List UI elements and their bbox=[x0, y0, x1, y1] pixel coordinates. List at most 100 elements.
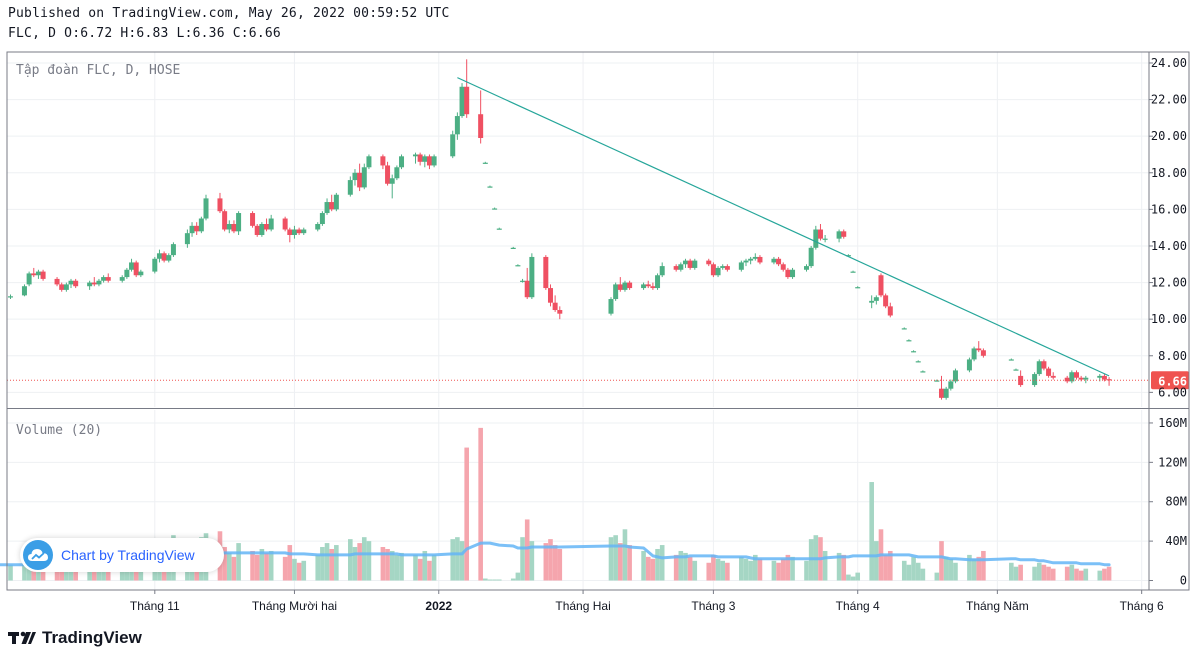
candle-body bbox=[715, 267, 721, 276]
volume-bar bbox=[357, 543, 362, 581]
candle-body bbox=[426, 156, 432, 166]
volume-bar bbox=[920, 568, 926, 581]
volume-bar bbox=[548, 539, 553, 581]
chart-by-tradingview-badge[interactable]: Chart by TradingView bbox=[20, 538, 224, 572]
candle-body bbox=[934, 380, 940, 382]
volume-bar bbox=[618, 543, 623, 581]
candle-body bbox=[26, 273, 32, 285]
volume-bar bbox=[287, 545, 293, 581]
volume-bar bbox=[645, 556, 651, 581]
candle-body bbox=[1013, 369, 1019, 371]
volume-bar bbox=[748, 560, 753, 581]
candle-body bbox=[673, 266, 679, 270]
candle-body bbox=[845, 255, 851, 257]
volume-bar bbox=[687, 556, 693, 581]
volume-bar bbox=[524, 519, 530, 581]
candle-body bbox=[617, 284, 623, 290]
volume-bar bbox=[948, 558, 954, 581]
tradingview-footer[interactable]: TradingView bbox=[8, 628, 142, 648]
candle-body bbox=[21, 286, 27, 296]
volume-bar bbox=[348, 539, 353, 581]
time-axis-label: Tháng 11 bbox=[130, 599, 180, 613]
candle-body bbox=[54, 278, 60, 285]
price-tick-label: 14.00 bbox=[1151, 239, 1187, 253]
candle-body bbox=[361, 167, 367, 188]
volume-bar bbox=[222, 547, 227, 581]
candle-body bbox=[883, 295, 889, 307]
candle-body bbox=[1097, 375, 1103, 378]
volume-bar bbox=[1106, 566, 1112, 581]
volume-bar bbox=[427, 560, 432, 581]
candle-body bbox=[524, 280, 530, 298]
candle-body bbox=[333, 194, 339, 210]
candle-body bbox=[40, 271, 46, 279]
volume-bar bbox=[380, 547, 386, 581]
volume-bar bbox=[780, 558, 786, 581]
volume-tick-label: 0 bbox=[1180, 574, 1187, 588]
volume-bar bbox=[510, 578, 516, 581]
candle-body bbox=[319, 213, 325, 225]
candle-body bbox=[720, 266, 726, 268]
candle-body bbox=[198, 218, 204, 232]
volume-bar bbox=[743, 558, 749, 581]
candle-body bbox=[1073, 372, 1079, 378]
candle-body bbox=[906, 340, 912, 342]
volume-bar bbox=[846, 574, 851, 581]
time-axis-label: Tháng 4 bbox=[836, 599, 880, 613]
candle-body bbox=[324, 202, 330, 214]
volume-tick-label: 120M bbox=[1158, 455, 1187, 469]
volume-bar bbox=[455, 537, 460, 581]
candle-body bbox=[31, 273, 37, 276]
candle-body bbox=[105, 277, 111, 281]
volume-bar bbox=[715, 558, 721, 581]
time-axis-label: Tháng Năm bbox=[966, 599, 1029, 613]
price-tick-label: 12.00 bbox=[1151, 276, 1187, 290]
candle-body bbox=[287, 229, 293, 235]
volume-bar bbox=[394, 554, 400, 581]
candle-body bbox=[785, 269, 791, 278]
volume-bar bbox=[296, 562, 302, 581]
volume-bar bbox=[883, 554, 888, 581]
volume-bar bbox=[725, 562, 730, 581]
candle-body bbox=[385, 165, 391, 184]
candle-body bbox=[184, 233, 190, 245]
candle-body bbox=[915, 361, 921, 363]
volume-bar bbox=[292, 558, 297, 581]
candle-body bbox=[264, 224, 270, 230]
candle-body bbox=[96, 280, 102, 285]
candle-body bbox=[1083, 377, 1089, 380]
candle-body bbox=[250, 213, 256, 226]
candle-body bbox=[399, 156, 405, 168]
volume-bar bbox=[776, 562, 781, 581]
candle-body bbox=[813, 229, 819, 248]
candle-body bbox=[133, 262, 139, 276]
volume-bar bbox=[87, 564, 92, 581]
volume-bar bbox=[757, 558, 763, 581]
candle-body bbox=[780, 264, 786, 270]
tv-logo-icon bbox=[8, 631, 36, 644]
candle-body bbox=[8, 296, 13, 298]
candle-body bbox=[194, 225, 200, 232]
candle-body bbox=[366, 156, 372, 168]
candle-body bbox=[557, 310, 563, 314]
candle-body bbox=[682, 260, 688, 265]
candle-body bbox=[869, 300, 875, 303]
candle-body bbox=[920, 371, 926, 373]
candle-body bbox=[1032, 374, 1038, 386]
candle-body bbox=[73, 280, 79, 287]
volume-bar bbox=[1102, 568, 1107, 581]
volume-bar bbox=[543, 543, 549, 581]
candle-body bbox=[543, 256, 549, 289]
candle-body bbox=[156, 253, 162, 259]
volume-bar bbox=[804, 560, 809, 581]
candle-body bbox=[873, 297, 879, 301]
volume-bar bbox=[389, 550, 395, 581]
candle-body bbox=[738, 262, 744, 270]
candle-body bbox=[520, 280, 526, 282]
volume-bar bbox=[976, 556, 982, 581]
candle-body bbox=[980, 350, 986, 356]
candle-body bbox=[68, 280, 74, 285]
volume-bar bbox=[841, 554, 847, 581]
candle-body bbox=[129, 262, 135, 270]
candle-body bbox=[296, 229, 302, 234]
